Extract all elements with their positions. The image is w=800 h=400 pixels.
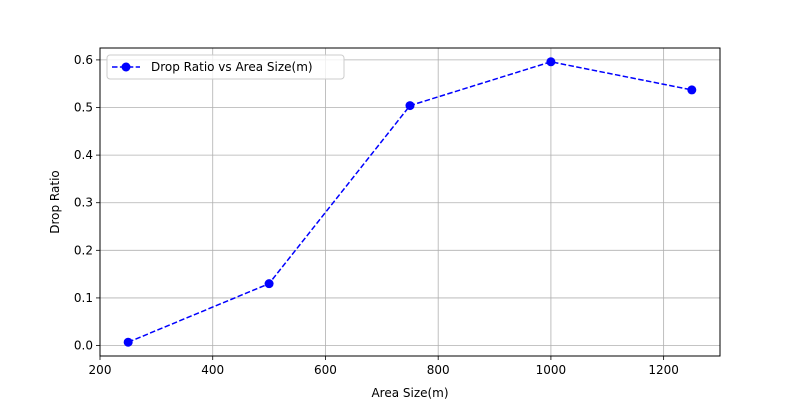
y-axis-label: Drop Ratio: [48, 170, 62, 234]
y-tick-label: 0.0: [74, 339, 93, 353]
y-tick-label: 0.2: [74, 243, 93, 257]
x-tick-label: 400: [201, 363, 224, 377]
data-point: [264, 279, 274, 289]
y-tick-label: 0.1: [74, 291, 93, 305]
legend: Drop Ratio vs Area Size(m): [106, 54, 345, 80]
data-point: [405, 101, 415, 111]
y-tick-label: 0.5: [74, 101, 93, 115]
x-tick-label: 1000: [536, 363, 567, 377]
legend-entry-label: Drop Ratio vs Area Size(m): [151, 60, 313, 74]
y-tick-label: 0.3: [74, 196, 93, 210]
series-layer: [123, 57, 697, 347]
y-tick-label: 0.6: [74, 53, 93, 67]
legend-box: [106, 54, 345, 80]
data-point: [123, 337, 133, 347]
x-tick-label: 600: [314, 363, 337, 377]
grid: [99, 48, 720, 356]
data-point: [687, 85, 697, 95]
x-tick-label: 1200: [648, 363, 679, 377]
data-point: [546, 57, 556, 67]
plot-frame: [99, 47, 721, 357]
x-tick-label: 200: [89, 363, 112, 377]
x-axis-label: Area Size(m): [371, 386, 448, 400]
x-tick-label: 800: [427, 363, 450, 377]
y-tick-label: 0.4: [74, 148, 93, 162]
legend-marker: [121, 62, 131, 72]
ticks: 200 400 600 800 1000 1200 0.0 0.1 0.2 0.3 0.4 0.5 0.…: [74, 53, 679, 377]
